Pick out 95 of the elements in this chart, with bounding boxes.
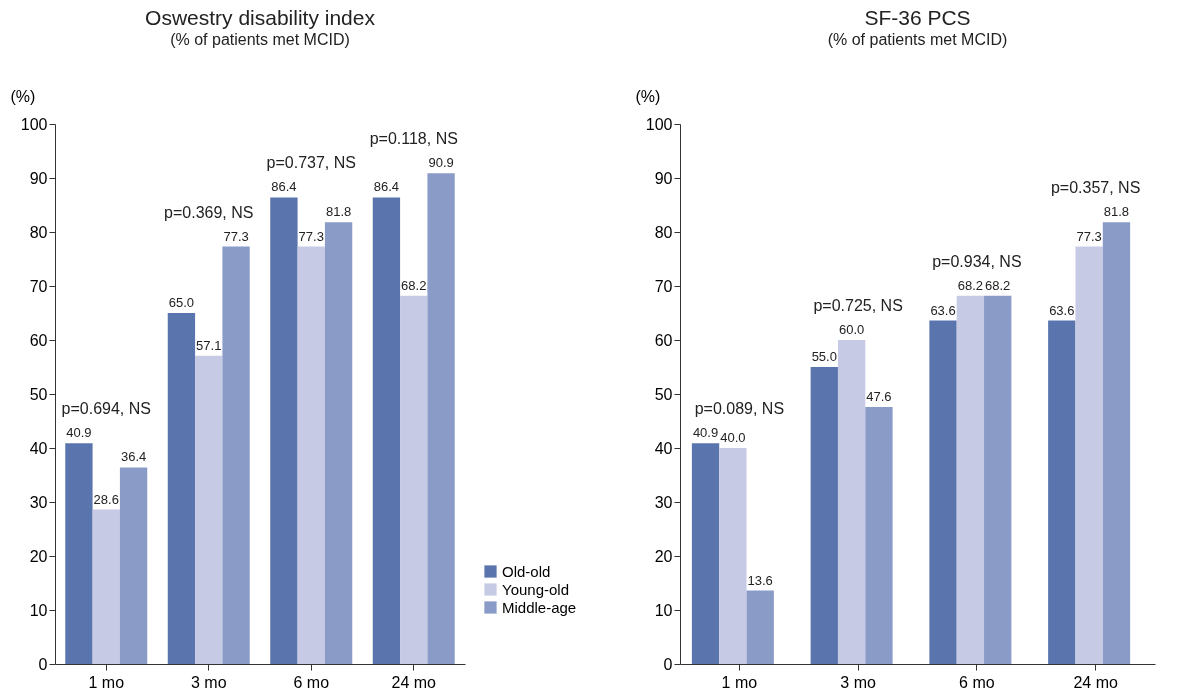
y-tick-label: 30 (29, 493, 48, 511)
bar (719, 448, 747, 664)
y-tick-label: 0 (663, 655, 673, 673)
text: 47.6 (866, 388, 892, 404)
legend-label: Young-old (502, 580, 570, 598)
bar (746, 590, 774, 664)
chart-title: Oswestry disability index (145, 6, 376, 29)
x-tick-label: 1 mo (721, 673, 758, 691)
y-tick-label: 10 (29, 601, 48, 619)
x-tick-label: 1 mo (88, 673, 125, 691)
y-tick-label: 60 (654, 331, 673, 349)
legend-label: Middle-age (502, 598, 577, 616)
text: 36.4 (120, 449, 147, 465)
text: 77.3 (1076, 228, 1102, 244)
text: 63.6 (930, 302, 956, 318)
annotation: p=0.118, NS (369, 130, 458, 148)
y-axis-title: (%) (10, 87, 36, 105)
y-tick-label: 40 (654, 439, 673, 457)
bar (837, 340, 866, 664)
bar (1048, 320, 1076, 664)
text: 86.4 (271, 179, 297, 195)
text: 40.9 (66, 425, 92, 441)
bar (222, 246, 250, 664)
bar (810, 367, 838, 664)
chart-title: SF-36 PCS (864, 6, 971, 29)
text: 68.2 (401, 277, 427, 293)
text: 68.2 (985, 277, 1011, 293)
chart-subtitle: (% of patients met MCID) (827, 31, 1008, 48)
y-tick-label: 100 (645, 115, 673, 133)
y-tick-label: 30 (654, 493, 673, 511)
text: 13.6 (747, 572, 773, 588)
text: 68.2 (957, 277, 984, 293)
text: 86.4 (373, 179, 400, 195)
bar (400, 295, 428, 664)
bar (270, 197, 298, 664)
text: 81.8 (325, 204, 352, 220)
bar (865, 406, 893, 664)
annotation: p=0.357, NS (1050, 179, 1141, 197)
bar (372, 197, 401, 664)
bar (297, 246, 325, 664)
y-tick-label: 50 (654, 385, 673, 403)
annotation: p=0.694, NS (61, 400, 151, 418)
x-tick-label: 6 mo (959, 673, 995, 691)
y-tick-label: 40 (29, 439, 48, 457)
x-tick-label: 6 mo (293, 673, 330, 691)
bar (1102, 222, 1131, 664)
text: 65.0 (168, 295, 195, 310)
legend-label: Old-old (502, 562, 551, 580)
chart-subtitle: (% of patients met MCID) (170, 31, 350, 48)
y-tick-label: 0 (38, 655, 48, 673)
text: 55.0 (811, 349, 837, 364)
y-tick-label: 70 (654, 277, 673, 295)
x-tick-label: 3 mo (840, 673, 877, 691)
bar (167, 313, 196, 664)
bar (119, 467, 148, 664)
y-tick-label: 90 (29, 169, 48, 187)
annotation: p=0.934, NS (932, 252, 1022, 270)
text: 60.0 (838, 322, 865, 337)
bar (427, 173, 455, 664)
x-tick-label: 3 mo (190, 673, 227, 691)
y-axis-title: (%) (635, 87, 661, 105)
y-tick-label: 20 (654, 547, 673, 565)
bar (195, 355, 223, 664)
text: 40.9 (692, 425, 719, 441)
text: 81.8 (1103, 204, 1130, 220)
text: 90.9 (428, 155, 454, 171)
annotation: p=0.369, NS (164, 203, 254, 221)
bar (324, 222, 353, 664)
bar (691, 443, 720, 664)
bar (984, 295, 1012, 664)
y-tick-label: 10 (654, 601, 673, 619)
y-tick-label: 20 (29, 547, 48, 565)
bar (65, 443, 93, 664)
x-tick-label: 24 mo (391, 673, 437, 691)
y-tick-label: 60 (29, 331, 48, 349)
y-tick-label: 90 (654, 169, 673, 187)
bar (929, 320, 957, 664)
y-tick-label: 50 (29, 385, 48, 403)
x-tick-label: 24 mo (1073, 673, 1118, 691)
text: 57.1 (196, 337, 222, 353)
text: 77.3 (298, 228, 324, 244)
y-tick-label: 100 (20, 115, 48, 133)
annotation: p=0.089, NS (694, 400, 785, 418)
y-tick-label: 80 (29, 223, 48, 241)
bar (92, 509, 120, 664)
y-tick-label: 70 (29, 277, 48, 295)
text: 63.6 (1049, 302, 1075, 318)
annotation: p=0.737, NS (266, 154, 356, 172)
annotation: p=0.725, NS (813, 297, 903, 314)
bar (1075, 246, 1103, 664)
text: 28.6 (93, 491, 119, 507)
text: 40.0 (720, 430, 746, 445)
bar (956, 295, 985, 664)
y-tick-label: 80 (654, 223, 673, 241)
text: 77.3 (223, 228, 249, 244)
